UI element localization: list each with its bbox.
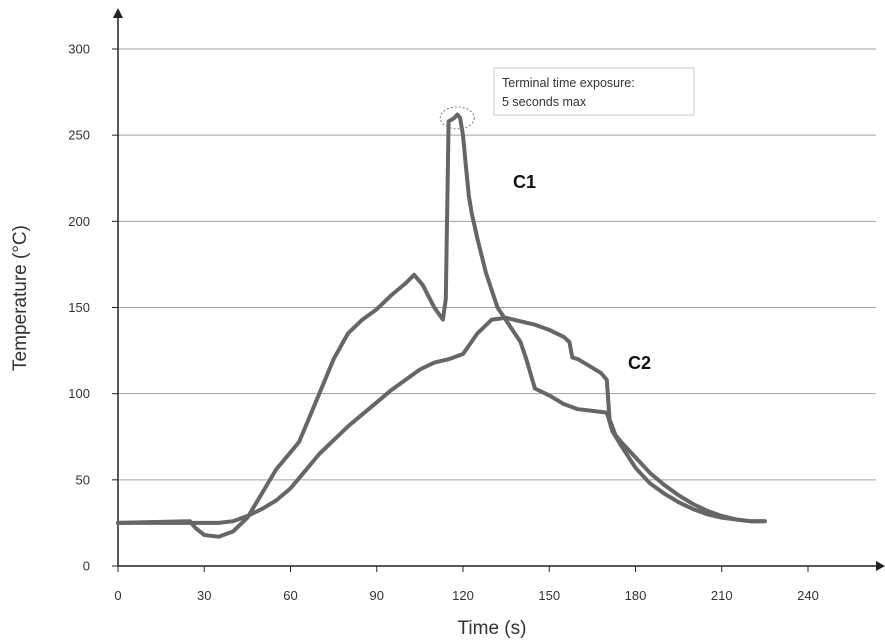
annotation-line-2: 5 seconds max — [502, 95, 587, 109]
y-tick-label: 300 — [68, 42, 90, 57]
x-tick-label: 210 — [711, 588, 733, 603]
x-tick-label: 60 — [283, 588, 297, 603]
x-axis-title: Time (s) — [458, 618, 527, 639]
y-axis-arrow — [113, 8, 123, 18]
x-tick-label: 30 — [197, 588, 211, 603]
y-ticks: 0 50 100 150 200 250 300 — [68, 42, 118, 574]
x-tick-label: 180 — [625, 588, 647, 603]
y-tick-label: 50 — [76, 472, 90, 487]
series-line-c1 — [116, 112, 767, 539]
annotation-rect — [493, 67, 695, 116]
annotation-box: Terminal time exposure: 5 seconds max — [493, 67, 695, 116]
y-axis-title: Temperature (°C) — [10, 225, 31, 371]
y-tick-label: 200 — [68, 214, 90, 229]
x-tick-label: 90 — [370, 588, 384, 603]
series-lines — [116, 112, 767, 539]
annotation-line-1: Terminal time exposure: — [502, 76, 635, 90]
peak-highlight-circle — [439, 106, 475, 130]
x-axis-arrow — [876, 561, 885, 571]
y-tick-label: 150 — [68, 300, 90, 315]
x-tick-label: 120 — [452, 588, 474, 603]
y-tick-label: 0 — [83, 559, 90, 574]
series-label-c2: C2 — [628, 353, 651, 373]
x-tick-label: 150 — [538, 588, 560, 603]
x-tick-label: 240 — [797, 588, 819, 603]
series-line-c2 — [116, 315, 767, 525]
x-ticks: 0 30 60 90 120 150 180 210 240 — [114, 566, 819, 603]
y-tick-label: 100 — [68, 386, 90, 401]
peak-highlight — [439, 106, 475, 130]
x-tick-label: 0 — [114, 588, 121, 603]
axes — [113, 8, 885, 571]
series-label-c1: C1 — [513, 172, 536, 192]
y-tick-label: 250 — [68, 128, 90, 143]
